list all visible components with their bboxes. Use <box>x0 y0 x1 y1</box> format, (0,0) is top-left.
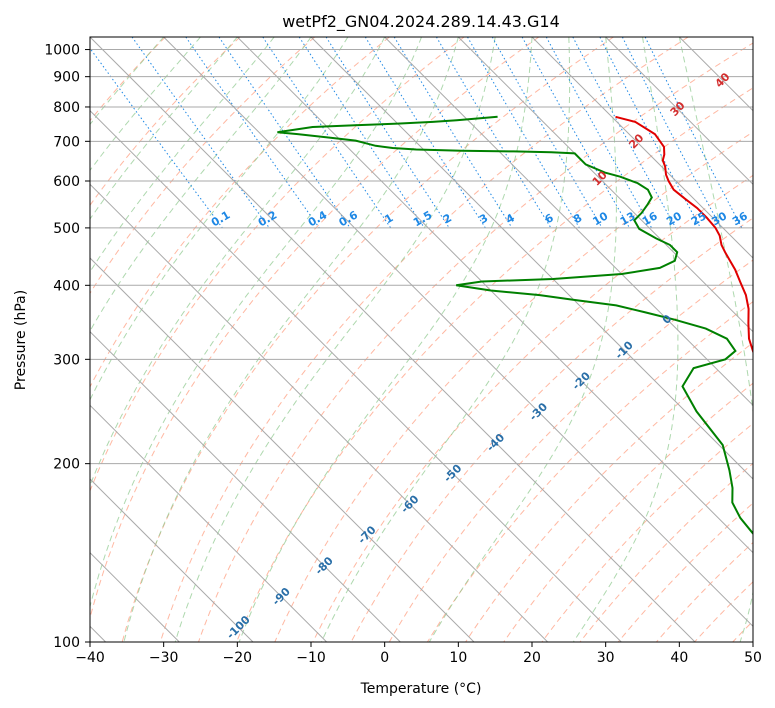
grid <box>90 37 753 642</box>
mixing-ratio-line <box>262 37 392 229</box>
isotherm-line <box>310 37 753 480</box>
moist-adiabat-line <box>90 37 349 401</box>
x-tick-label: −10 <box>296 650 326 666</box>
moist-adiabat-line <box>123 37 459 642</box>
dry-adiabat-line <box>121 37 614 642</box>
mixing-ratio-line <box>572 37 677 229</box>
isotherm-line <box>531 37 753 259</box>
isotherm-line <box>384 37 753 407</box>
x-tick-label: 30 <box>597 650 615 666</box>
dry-adiabat-line <box>617 502 753 642</box>
y-tick-label: 900 <box>53 70 80 86</box>
mixing-ratio-line <box>545 37 653 229</box>
mixing-ratio-line <box>298 37 425 229</box>
moist-adiabat-line <box>320 37 571 642</box>
y-tick-label: 500 <box>53 221 80 237</box>
isotherm-line <box>90 257 475 642</box>
x-tick-label: 20 <box>523 650 541 666</box>
mixing-ratio-line <box>185 37 320 229</box>
mixing-ratio-line <box>90 47 223 229</box>
x-tick-label: 0 <box>380 650 389 666</box>
x-tick-label: 40 <box>670 650 688 666</box>
x-tick-label: 10 <box>449 650 467 666</box>
background-lines <box>90 37 753 642</box>
y-tick-label: 700 <box>53 134 80 150</box>
x-tick-label: −20 <box>223 650 253 666</box>
mixing-ratio-line <box>644 37 743 229</box>
dry-adiabat-line <box>236 87 753 642</box>
series-layer <box>277 115 753 536</box>
dry-adiabat-line <box>159 37 689 642</box>
dry-adiabat-line <box>426 301 753 642</box>
dry-adiabat-line <box>388 259 753 642</box>
moist-adiabat-line <box>90 37 275 273</box>
dry-adiabat-line <box>312 174 753 642</box>
x-axis-label: Temperature (°C) <box>360 681 482 697</box>
mixing-ratio-line <box>325 37 450 229</box>
moist-adiabat-line <box>678 37 753 642</box>
moist-adiabat-line <box>90 37 422 609</box>
moist-adiabat-line <box>90 37 201 172</box>
isotherm-line <box>90 109 622 642</box>
moist-adiabat-line <box>238 37 533 642</box>
dry-adiabat-line <box>90 37 465 493</box>
isotherm-line <box>90 478 254 642</box>
y-tick-label: 800 <box>53 100 80 116</box>
moist-adiabat-line <box>174 37 496 642</box>
y-tick-label: 300 <box>53 352 80 368</box>
isotherm-line <box>605 37 753 186</box>
dry-adiabat-line <box>503 382 753 642</box>
dry-adiabat-line <box>90 37 540 620</box>
moist-adiabat-line <box>90 37 165 126</box>
moist-adiabat-line <box>90 37 238 220</box>
y-tick-label: 400 <box>53 278 80 294</box>
y-tick-label: 100 <box>53 635 80 651</box>
dewpoint-line <box>277 115 753 536</box>
moist-adiabat-line <box>90 37 386 487</box>
dry-adiabat-line <box>90 37 390 388</box>
isotherm-line <box>90 183 549 642</box>
y-axis-label: Pressure (hPa) <box>13 290 29 390</box>
dry-adiabat-line <box>198 42 753 642</box>
dry-adiabat-line <box>274 131 753 642</box>
isotherm-line <box>90 330 401 642</box>
dry-adiabat-line <box>90 37 316 295</box>
y-axis: 100 200 300 400 500 600 700 800 900 1000 <box>44 43 90 651</box>
isotherm-line <box>457 37 753 333</box>
plot-frame <box>89 36 754 643</box>
mixing-ratio-line <box>393 37 513 229</box>
isotherm-line <box>90 37 696 642</box>
x-tick-label: −40 <box>75 650 105 666</box>
x-tick-label: −30 <box>149 650 179 666</box>
y-tick-label: 200 <box>53 457 80 473</box>
y-tick-label: 600 <box>53 174 80 190</box>
isotherm-line <box>90 404 328 642</box>
mixing-ratio-line <box>521 37 630 229</box>
x-tick-label: 50 <box>744 650 762 666</box>
moist-adiabat-line <box>572 37 679 642</box>
x-axis: −40 −30 −20 −10 0 10 20 30 40 50 <box>75 642 762 666</box>
mixing-ratio-line <box>218 37 351 229</box>
mixing-ratio-line <box>131 37 270 229</box>
y-tick-label: 1000 <box>44 43 80 59</box>
isotherm-line <box>163 37 753 628</box>
moist-adiabat-line <box>428 37 617 642</box>
chart-title: wetPf2_GN04.2024.289.14.43.G14 <box>282 12 560 32</box>
temperature-line <box>615 115 753 355</box>
